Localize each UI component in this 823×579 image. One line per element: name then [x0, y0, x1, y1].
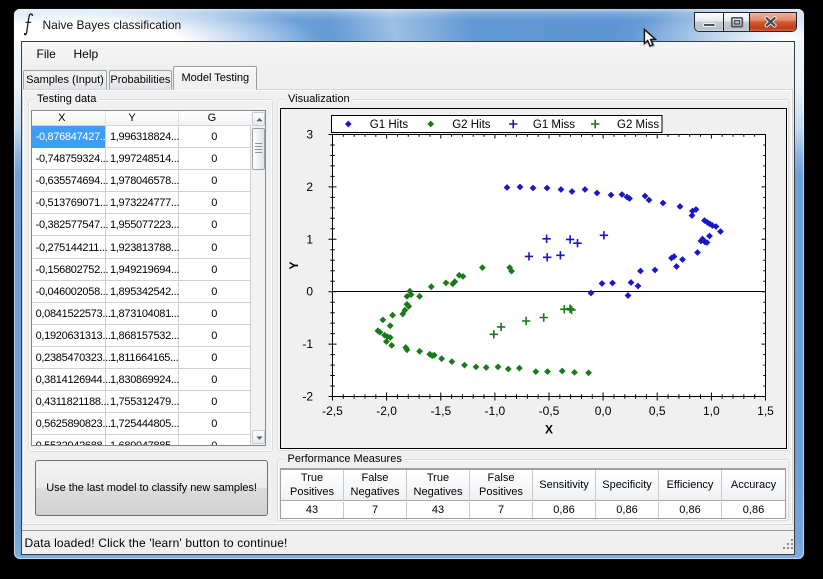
- svg-text:G1 Hits: G1 Hits: [370, 119, 409, 131]
- svg-text:1,5: 1,5: [757, 404, 774, 418]
- svg-text:X: X: [545, 423, 553, 437]
- svg-text:G2 Hits: G2 Hits: [452, 119, 491, 131]
- svg-text:0: 0: [306, 285, 313, 299]
- svg-text:1: 1: [306, 232, 313, 246]
- svg-text:-1,5: -1,5: [430, 404, 451, 418]
- svg-text:-2,5: -2,5: [322, 404, 343, 418]
- svg-text:2: 2: [306, 180, 313, 194]
- svg-text:-2: -2: [302, 390, 313, 404]
- svg-text:-0,5: -0,5: [539, 404, 560, 418]
- svg-text:0,0: 0,0: [595, 404, 612, 418]
- svg-text:-1: -1: [302, 337, 313, 351]
- svg-text:Y: Y: [287, 261, 301, 269]
- svg-text:-1,0: -1,0: [485, 404, 506, 418]
- svg-text:-2,0: -2,0: [376, 404, 397, 418]
- svg-text:1,0: 1,0: [703, 404, 720, 418]
- svg-text:G2 Miss: G2 Miss: [617, 119, 659, 131]
- svg-text:0,5: 0,5: [649, 404, 666, 418]
- svg-text:G1 Miss: G1 Miss: [533, 119, 575, 131]
- svg-text:3: 3: [306, 128, 313, 142]
